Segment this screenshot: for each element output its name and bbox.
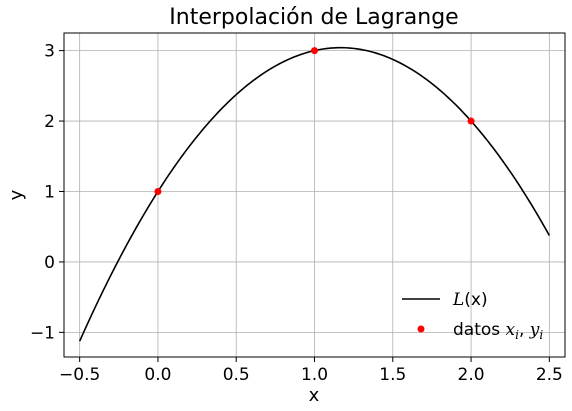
legend-label-points: datos xi, yi <box>453 320 543 342</box>
x-tick-label: 1.5 <box>379 365 406 385</box>
legend-label-line: L(x) <box>452 290 488 310</box>
legend-math-arg: (x) <box>464 290 487 310</box>
x-tick-label: 0.5 <box>223 365 250 385</box>
y-tick-label: −1 <box>30 323 55 343</box>
data-point <box>467 117 475 125</box>
y-tick-label: 3 <box>44 42 55 62</box>
y-tick-label: 2 <box>44 112 55 132</box>
y-tick-label: 1 <box>44 182 55 202</box>
legend-prefix: datos <box>453 320 506 340</box>
legend-math-y: y <box>529 320 540 340</box>
y-axis-label: y <box>6 189 27 200</box>
legend-math-L: L <box>452 290 464 310</box>
legend-sep: , <box>519 320 530 340</box>
y-tick-label: 0 <box>44 253 55 273</box>
x-tick-label: 0.0 <box>144 365 171 385</box>
x-tick-label: 2.0 <box>458 365 485 385</box>
grid <box>64 33 565 357</box>
legend: L(x) datos xi, yi <box>402 290 543 342</box>
axis-ticks: −0.5 0.0 0.5 1.0 1.5 2.0 2.5 −1 0 1 2 3 <box>30 42 563 385</box>
legend-math-x: x <box>506 320 516 340</box>
data-point <box>154 187 162 195</box>
data-point <box>311 47 318 55</box>
x-tick-label: 1.0 <box>301 365 328 385</box>
legend-marker-swatch <box>417 325 425 333</box>
x-axis-label: x <box>309 385 320 406</box>
chart-title: Interpolación de Lagrange <box>169 5 458 30</box>
x-tick-label: 2.5 <box>536 365 563 385</box>
x-tick-label: −0.5 <box>59 365 100 385</box>
legend-sub-x: i <box>515 328 519 342</box>
legend-sub-y: i <box>539 328 543 342</box>
plot-series <box>78 46 551 342</box>
